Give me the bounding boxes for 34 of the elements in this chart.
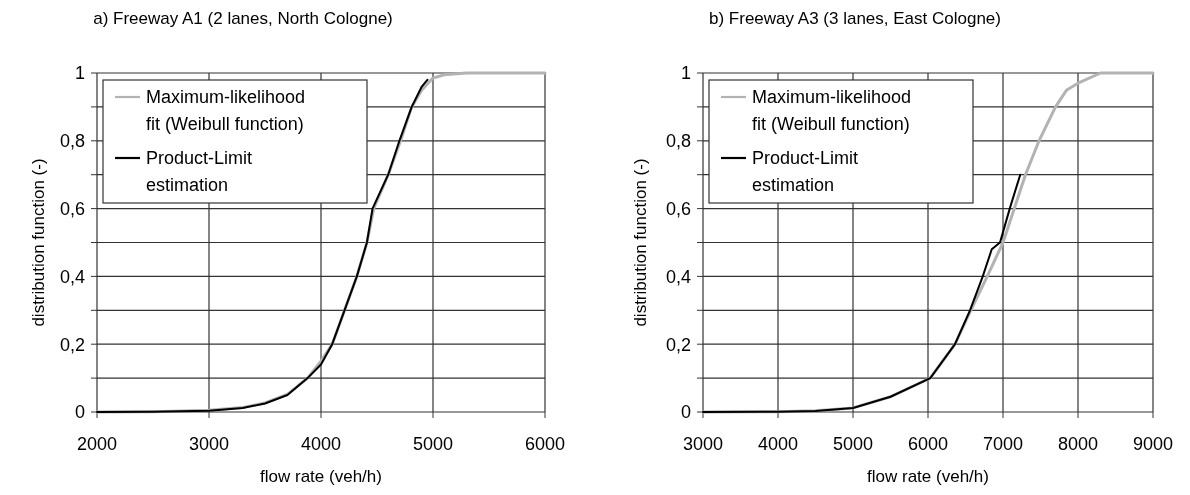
y-tick-label: 0,6: [59, 198, 85, 219]
y-tick-label: 0,8: [59, 131, 85, 152]
x-tick-label: 6000: [907, 434, 949, 455]
y-tick-label: 0,2: [665, 334, 691, 355]
y-tick-label: 0,2: [59, 334, 85, 355]
x-tick-label: 2000: [76, 434, 118, 455]
legend-label: Product-Limit estimation: [146, 148, 253, 196]
legend-label: Product-Limit estimation: [752, 148, 859, 196]
y-tick-label: 0,6: [665, 198, 691, 219]
x-tick-label: 3000: [682, 434, 724, 455]
x-axis-title: flow rate (veh/h): [867, 467, 989, 486]
chart-title: a) Freeway A1 (2 lanes, North Cologne): [93, 9, 393, 28]
x-tick-label: 6000: [524, 434, 566, 455]
x-tick-label: 9000: [1132, 434, 1174, 455]
legend-label: Maximum-likelihood fit (Weibull function): [146, 87, 306, 135]
y-tick-label: 0: [74, 402, 85, 423]
y-axis-title: distribution function (-): [28, 158, 48, 327]
y-axis-title: distribution function (-): [630, 158, 650, 327]
x-tick-label: 5000: [832, 434, 874, 455]
y-tick-label: 1: [74, 63, 85, 84]
legend-label: Maximum-likelihood fit (Weibull function): [752, 87, 912, 135]
y-tick-label: 0,4: [59, 266, 85, 287]
y-tick-label: 1: [680, 63, 691, 84]
x-tick-label: 8000: [1057, 434, 1099, 455]
x-tick-label: 5000: [412, 434, 454, 455]
x-axis-title: flow rate (veh/h): [260, 467, 382, 486]
x-tick-label: 3000: [188, 434, 230, 455]
x-tick-label: 4000: [300, 434, 342, 455]
y-tick-label: 0,4: [665, 266, 691, 287]
x-tick-label: 4000: [757, 434, 799, 455]
y-tick-label: 0: [680, 402, 691, 423]
x-tick-label: 7000: [982, 434, 1024, 455]
chart-title: b) Freeway A3 (3 lanes, East Cologne): [709, 9, 1001, 28]
y-tick-label: 0,8: [665, 131, 691, 152]
